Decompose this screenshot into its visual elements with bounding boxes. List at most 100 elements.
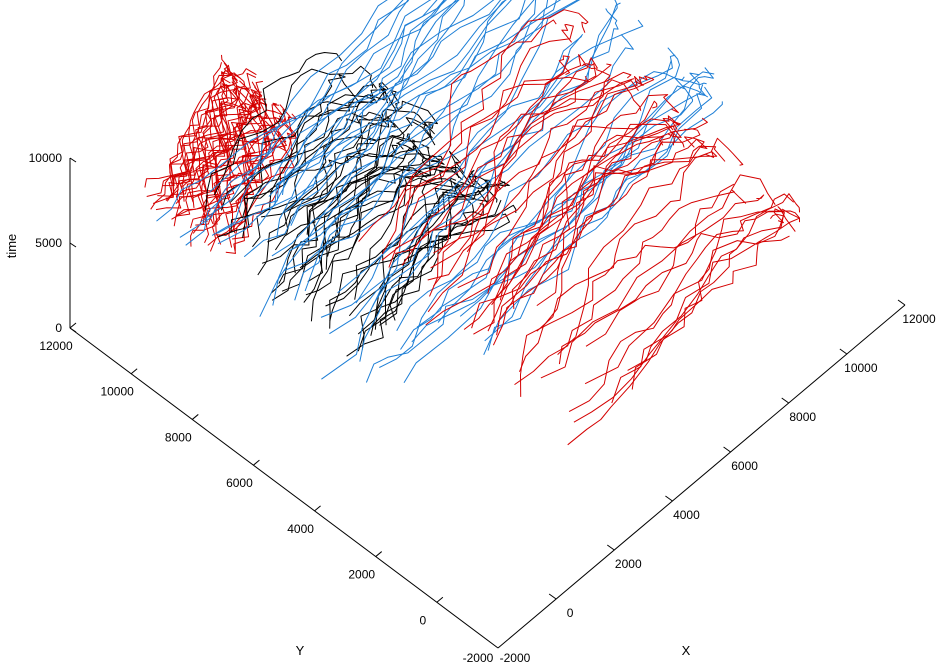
time-tick-label: 0 <box>55 321 62 335</box>
x-axis-line <box>497 304 906 649</box>
y-tick <box>69 322 77 329</box>
trajectory-line <box>310 157 440 322</box>
trajectory-line <box>225 131 295 254</box>
y-axis-line <box>69 327 499 649</box>
trajectory-line <box>457 76 644 289</box>
trajectory-line <box>357 199 502 335</box>
trajectory-line <box>282 0 409 195</box>
trajectory-line <box>388 71 632 268</box>
trajectory-line <box>290 0 466 226</box>
time-tick <box>69 242 77 248</box>
trajectory-line <box>328 0 549 245</box>
trajectory-line <box>293 0 535 249</box>
axes: -2000 0 2000 4000 6000 8000 10000 12000 -2000 0 2… <box>4 151 936 665</box>
trajectory-line <box>496 117 708 336</box>
trajectory-line <box>150 87 220 210</box>
x-tick <box>897 299 906 306</box>
trajectory-line <box>304 0 562 292</box>
trajectory-line <box>497 125 682 323</box>
time-axis-ticks: 0 5000 10000 <box>29 151 77 335</box>
trajectory-line <box>425 124 640 326</box>
y-tick <box>314 505 321 512</box>
trajectory-line <box>272 0 579 306</box>
trajectory-line <box>213 52 343 196</box>
y-tick-label: 6000 <box>226 476 253 490</box>
trajectory-line <box>487 72 706 351</box>
trajectory-line <box>215 94 268 245</box>
time-tick-label: 10000 <box>29 151 63 165</box>
time-tick <box>69 157 77 163</box>
x-tick-label: 0 <box>567 606 574 620</box>
trajectory-line <box>206 87 251 225</box>
trajectory-line <box>627 193 800 371</box>
x-tick-label: 12000 <box>902 312 936 326</box>
time-tick <box>69 327 77 333</box>
y-tick-label: 4000 <box>287 522 314 536</box>
x-tick-label: 2000 <box>615 557 642 571</box>
trajectory-line <box>379 60 672 368</box>
trajectory-line <box>209 0 388 193</box>
trajectory-line <box>202 103 263 223</box>
trajectory-line <box>276 0 537 239</box>
y-tick <box>191 414 199 420</box>
trajectory-line <box>437 67 714 323</box>
trajectory-line <box>394 63 597 254</box>
x-tick-label: -2000 <box>500 651 531 665</box>
x-tick-label: 4000 <box>673 508 700 522</box>
trajectory-line <box>217 0 457 245</box>
trajectory-line <box>284 0 512 214</box>
trajectory-line <box>259 0 460 317</box>
trajectory-line <box>473 100 658 335</box>
trajectory-line <box>381 181 506 326</box>
trajectory-line <box>166 101 256 202</box>
y-tick <box>436 596 444 603</box>
trajectory-line <box>197 83 229 244</box>
trajectory-line <box>519 140 664 372</box>
trajectory-line <box>169 54 232 174</box>
x-tick-label: 6000 <box>731 459 758 473</box>
y-tick-label: 10000 <box>100 385 134 399</box>
x-tick-label: 8000 <box>789 410 816 424</box>
trajectory-line <box>359 35 583 362</box>
trajectory-line <box>254 0 445 207</box>
trajectory-line <box>401 54 586 266</box>
time-tick-label: 5000 <box>35 236 62 250</box>
trajectory-line <box>146 72 246 197</box>
trajectory-line <box>519 151 718 299</box>
x-tick <box>839 348 848 355</box>
x-axis-label: X <box>682 643 691 658</box>
x-tick <box>548 593 557 600</box>
trajectory-line <box>396 54 676 331</box>
trajectory-line <box>144 62 222 188</box>
trajectory-line <box>514 189 747 386</box>
trajectory-line <box>215 80 267 236</box>
trajectory-line <box>557 136 705 355</box>
trajectory-line <box>492 145 726 346</box>
y-axis-ticks: -2000 0 2000 4000 6000 8000 10000 12000 <box>39 322 494 665</box>
trajectory-line <box>202 72 257 225</box>
trajectory-line <box>400 76 694 350</box>
trajectory-line <box>471 131 685 329</box>
trajectory-line <box>337 0 618 294</box>
trajectory-line <box>427 75 589 313</box>
y-tick <box>375 551 383 557</box>
trajectory-line <box>585 174 776 347</box>
trajectory-line <box>325 165 460 307</box>
trajectory-line <box>242 94 376 239</box>
time-axis-label: time <box>4 234 19 259</box>
trajectory-line <box>357 213 510 352</box>
x-axis-ticks: -2000 0 2000 4000 6000 8000 10000 12000 <box>500 299 936 665</box>
trajectory-line <box>567 235 790 446</box>
trajectory-lines <box>144 0 800 446</box>
trajectory-line <box>268 0 507 197</box>
trajectory-line <box>358 63 612 242</box>
y-tick-label: 12000 <box>39 339 73 353</box>
trajectory-line <box>568 193 795 413</box>
y-tick-label: 0 <box>420 613 427 627</box>
trajectory-line <box>403 84 704 384</box>
trajectory-line <box>611 213 784 404</box>
trajectory-line <box>305 144 431 296</box>
trajectory-line <box>429 78 635 297</box>
trajectory-line <box>346 203 484 357</box>
trajectory-line <box>536 137 744 332</box>
